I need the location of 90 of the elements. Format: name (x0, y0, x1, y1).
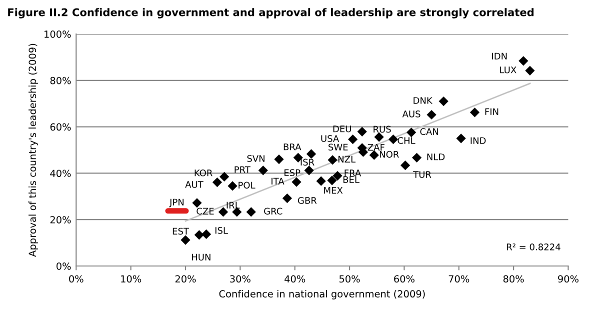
point (369, 150, 379, 160)
annotation: LUX (500, 66, 516, 74)
annotation: HUN (192, 254, 210, 261)
annotation: ESP (284, 169, 300, 176)
x-tick-label: 40% (284, 275, 306, 283)
point (220, 172, 230, 182)
annotation: DNK (414, 97, 433, 104)
point (304, 166, 314, 176)
point (194, 230, 204, 240)
y-axis-title: Approval of this country's leadership (2009) (28, 44, 38, 257)
y-tick-label: 0% (56, 262, 71, 270)
x-tick-label: 0% (69, 275, 84, 283)
point (348, 134, 358, 144)
point (518, 56, 528, 66)
annotation: AUT (185, 181, 204, 188)
annotation: RUS (374, 126, 391, 133)
annotation: MEX (324, 187, 343, 194)
annotation: GRC (264, 208, 282, 215)
annotation: AUS (402, 110, 420, 118)
point (426, 110, 436, 120)
x-tick-label: 20% (175, 275, 196, 283)
annotation: ISL (215, 227, 228, 234)
annotation: NZL (338, 156, 356, 162)
x-axis-title: Confidence in national government (2009) (219, 290, 425, 300)
annotation: JPN (169, 198, 184, 208)
annotation: CHL (398, 137, 416, 144)
annotation: USA (321, 135, 340, 142)
point (274, 154, 284, 164)
annotation: ISR (300, 158, 314, 166)
x-tick-label: 80% (503, 275, 524, 283)
annotation: KOR (194, 169, 212, 176)
x-tick-label: 70% (448, 275, 470, 283)
annotation: R² = 0.8224 (506, 244, 560, 250)
point (332, 170, 342, 181)
point (357, 126, 367, 136)
point (316, 176, 326, 186)
annotation: IRL (226, 202, 240, 208)
annotation: CAN (420, 128, 438, 135)
point (258, 166, 268, 176)
x-tick-label: 60% (394, 275, 414, 283)
point (456, 134, 466, 144)
annotation: BEL (343, 176, 360, 183)
annotation: CZE (196, 208, 214, 215)
chart-title: Figure II.2 Confidence in government and approval of leadership are strongly correlated (8, 8, 534, 18)
point (400, 160, 410, 170)
annotation: IDN (492, 52, 507, 60)
point (388, 134, 398, 144)
point (525, 66, 535, 76)
x-tick-label: 10% (121, 275, 142, 283)
point (228, 181, 238, 191)
point (412, 152, 422, 162)
y-tick-label: 40% (50, 170, 71, 178)
annotation: ZAF (368, 144, 384, 151)
annotation: FIN (485, 108, 498, 115)
annotation: NLD (427, 154, 445, 160)
annotation: GBR (298, 197, 317, 204)
point (470, 108, 480, 118)
annotation: SWE (328, 144, 348, 151)
annotation: BRA (284, 144, 302, 150)
annotation: TUR (413, 171, 432, 178)
point (246, 207, 256, 217)
point (192, 198, 202, 208)
y-tick-label: 60% (50, 123, 71, 131)
point (282, 193, 292, 204)
point (328, 155, 338, 165)
y-tick-label: 20% (50, 216, 71, 224)
point (212, 177, 222, 188)
annotation: EST (172, 228, 190, 235)
annotation: SVN (247, 155, 264, 162)
annotation: PRT (234, 166, 250, 173)
x-tick-label: 30% (230, 275, 250, 283)
annotation: NOR (380, 150, 399, 158)
point (292, 177, 302, 187)
annotation: POL (238, 182, 256, 189)
annotation: IND (470, 137, 486, 144)
x-tick-label: 90% (558, 275, 578, 283)
annotation: DEU (333, 126, 351, 132)
point (374, 132, 384, 142)
y-tick-label: 100% (44, 30, 71, 38)
point (218, 207, 228, 217)
point (306, 149, 316, 159)
point (180, 235, 190, 245)
point (406, 128, 416, 138)
annotation: FRA (344, 170, 362, 176)
annotation: ITA (272, 178, 284, 185)
point (201, 229, 212, 240)
x-tick-label: 50% (339, 275, 360, 283)
point (438, 96, 448, 106)
point (327, 176, 337, 186)
y-tick-label: 80% (50, 76, 71, 84)
